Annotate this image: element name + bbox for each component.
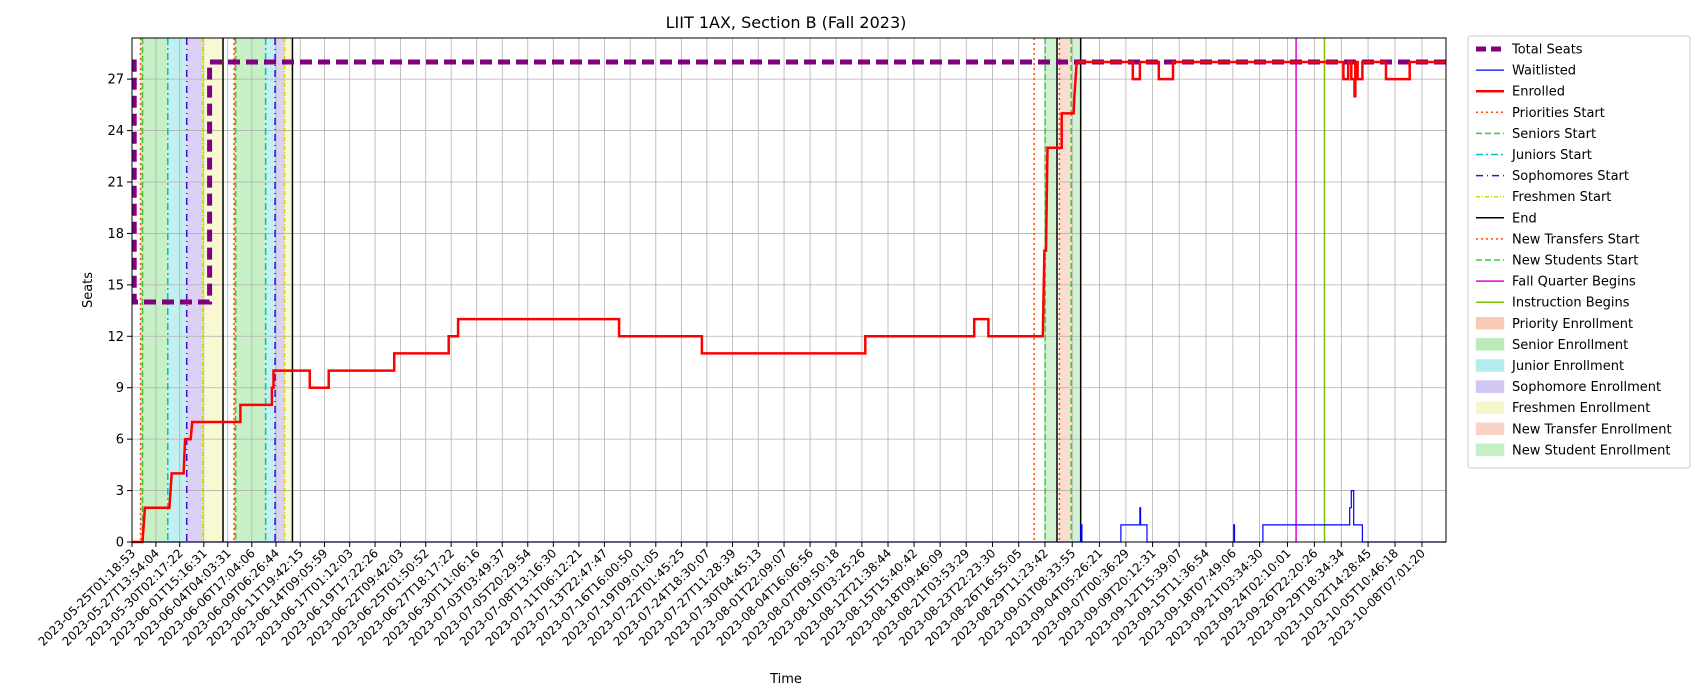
x-axis-ticks: 2023-05-25T01:18:532023-05-27T13:54:0420… xyxy=(36,542,1428,649)
span-new-student-enrollment xyxy=(1045,38,1058,542)
y-tick-label: 9 xyxy=(116,381,124,396)
y-tick-label: 12 xyxy=(107,330,124,345)
chart-title: LIIT 1AX, Section B (Fall 2023) xyxy=(666,13,907,32)
plot-frame xyxy=(131,37,1447,543)
series-enrolled xyxy=(132,60,1446,544)
y-tick-label: 21 xyxy=(107,176,124,191)
y-axis-ticks: 0 3 6 9 12 15 18 21 24 27 xyxy=(107,73,132,551)
grid-lines xyxy=(131,38,1446,543)
legend-label: Waitlisted xyxy=(1512,64,1576,79)
x-axis-label: Time xyxy=(769,672,802,687)
y-tick-label: 27 xyxy=(107,73,124,88)
legend-label: New Transfer Enrollment xyxy=(1512,422,1672,437)
legend-label: Sophomores Start xyxy=(1512,169,1629,184)
span-priority-enrollment xyxy=(234,38,236,542)
legend-label: Freshmen Enrollment xyxy=(1512,401,1650,416)
legend-swatch xyxy=(1475,422,1505,436)
span-freshmen-enrollment xyxy=(202,38,224,542)
legend-swatch xyxy=(1475,443,1505,457)
legend-label: New Transfers Start xyxy=(1512,232,1639,247)
span-senior-enrollment xyxy=(142,38,168,542)
legend: Total Seats Waitlisted Enrolled Priorities … xyxy=(1467,35,1691,469)
y-axis-label: Seats xyxy=(81,272,96,308)
span-new-transfer-enrollment xyxy=(1059,38,1072,542)
legend-swatch xyxy=(1475,359,1505,372)
span-sophomore-enrollment xyxy=(186,38,203,542)
legend-swatch xyxy=(1475,380,1505,393)
legend-label: New Students Start xyxy=(1512,254,1638,269)
y-tick-label: 18 xyxy=(107,227,124,242)
legend-label: Fall Quarter Begins xyxy=(1512,275,1636,290)
span-freshmen-enrollment xyxy=(284,38,293,542)
span-new-student-enrollment xyxy=(1071,38,1081,542)
legend-swatch xyxy=(1475,401,1505,414)
span-sophomore-enrollment xyxy=(275,38,285,542)
legend-label: Priority Enrollment xyxy=(1512,317,1633,332)
legend-label: New Student Enrollment xyxy=(1512,443,1670,458)
y-tick-label: 24 xyxy=(107,124,124,139)
y-tick-label: 15 xyxy=(107,278,124,293)
legend-swatch xyxy=(1475,338,1505,351)
legend-label: Seniors Start xyxy=(1512,127,1596,142)
legend-label: End xyxy=(1512,211,1537,226)
span-junior-enrollment xyxy=(265,38,276,542)
series-waitlisted xyxy=(132,490,1446,543)
legend-label: Instruction Begins xyxy=(1512,296,1630,311)
legend-box xyxy=(1467,35,1691,469)
y-tick-label: 6 xyxy=(116,433,124,448)
y-tick-label: 0 xyxy=(116,536,124,551)
legend-label: Juniors Start xyxy=(1511,148,1592,163)
series-lines xyxy=(131,59,1446,544)
series-total-seats xyxy=(131,59,1446,305)
y-tick-label: 3 xyxy=(116,484,124,499)
legend-label: Freshmen Start xyxy=(1512,190,1611,205)
legend-label: Priorities Start xyxy=(1512,106,1605,121)
legend-label: Enrolled xyxy=(1512,85,1565,100)
legend-label: Total Seats xyxy=(1511,43,1583,58)
legend-label: Sophomore Enrollment xyxy=(1512,380,1661,395)
event-lines xyxy=(139,38,1326,542)
legend-label: Senior Enrollment xyxy=(1512,338,1628,353)
span-senior-enrollment xyxy=(235,38,266,542)
legend-label: Junior Enrollment xyxy=(1511,359,1624,374)
span-priority-enrollment xyxy=(140,38,143,542)
legend-swatch xyxy=(1475,317,1505,330)
span-junior-enrollment xyxy=(167,38,187,542)
enrollment-spans xyxy=(140,38,1081,542)
